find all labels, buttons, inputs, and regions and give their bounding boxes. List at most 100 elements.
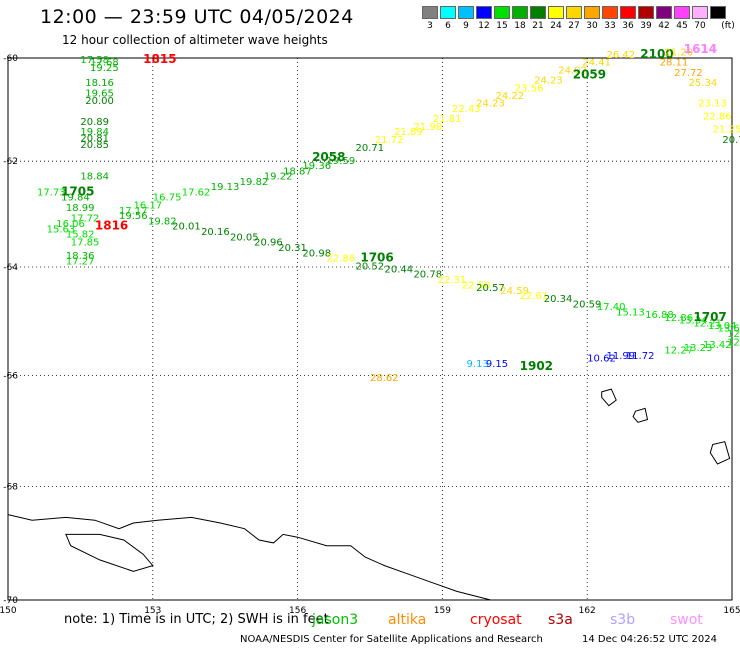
- wave-height-value: 18.16: [85, 78, 114, 89]
- colorbar-swatch: [530, 6, 546, 19]
- wave-height-value: 17.17: [119, 206, 148, 217]
- wave-height-value: 12.27: [664, 346, 693, 357]
- wave-height-value: 24.23: [476, 99, 505, 110]
- wave-height-value: 21.20: [664, 47, 693, 58]
- wave-height-value: 21.89: [394, 127, 423, 138]
- wave-height-value: 18.84: [80, 172, 109, 183]
- colorbar-label: 6: [445, 21, 451, 31]
- satellite-legend-item: swot: [670, 612, 703, 628]
- lat-tick-label: -66: [3, 371, 18, 381]
- wave-height-value: 20.00: [85, 96, 114, 107]
- wave-height-value: 28.11: [660, 58, 689, 69]
- colorbar-swatch: [620, 6, 636, 19]
- island-outline: [709, 441, 731, 465]
- satellite-legend-item: s3a: [548, 612, 573, 628]
- pass-time-label: 1705: [61, 184, 94, 198]
- satellite-legend-item: jason3: [312, 612, 359, 628]
- wave-height-value: 19.25: [90, 63, 119, 74]
- wave-height-value: 20.31: [278, 243, 307, 254]
- wave-height-value: 17.73: [37, 187, 66, 198]
- wave-height-value: 19.84: [61, 193, 90, 204]
- island-outline: [601, 388, 617, 407]
- colorbar-swatch: [674, 6, 690, 19]
- wave-height-value: 20.01: [172, 222, 201, 233]
- colorbar-label: 45: [676, 21, 688, 31]
- wave-height-value: 21.81: [433, 114, 462, 125]
- wave-height-value: 24.02: [558, 65, 587, 76]
- wave-height-value: 13.66: [718, 324, 740, 335]
- colorbar-label: 24: [550, 21, 562, 31]
- wave-height-value: 19.59: [327, 156, 356, 167]
- wave-height-value: 12.16: [727, 337, 740, 348]
- wave-height-value: 22.50: [462, 280, 491, 291]
- satellite-legend-item: s3b: [610, 612, 636, 628]
- wave-height-value: 24.41: [582, 58, 611, 69]
- lon-tick-label: 150: [0, 606, 17, 616]
- satellite-legend-item: cryosat: [470, 612, 522, 628]
- lat-tick-label: -60: [3, 54, 18, 64]
- lon-tick-label: 165: [723, 606, 740, 616]
- pass-time-label: 2100: [640, 47, 673, 61]
- wave-height-value: 20.16: [201, 227, 230, 238]
- wave-height-value: 23.56: [515, 83, 544, 94]
- wave-height-value: 18.36: [66, 251, 95, 262]
- colorbar-swatch: [476, 6, 492, 19]
- lon-tick-label: 156: [289, 606, 306, 616]
- wave-height-value: 16.06: [56, 219, 85, 230]
- wave-height-value: 22.61: [520, 291, 549, 302]
- wave-height-value: 24.22: [495, 91, 524, 102]
- wave-height-value: 20.81: [80, 133, 109, 144]
- wave-height-value: 17.85: [71, 238, 100, 249]
- page-subtitle: 12 hour collection of altimeter wave hei…: [62, 33, 328, 47]
- coastline: [7, 514, 491, 601]
- wave-height-value: 20.59: [573, 299, 602, 310]
- wave-height-value: 18.99: [66, 203, 95, 214]
- wave-height-value: 20.89: [80, 117, 109, 128]
- colorbar-swatch: [440, 6, 456, 19]
- colorbar-swatch: [512, 6, 528, 19]
- wave-height-value: 22.86: [327, 254, 356, 265]
- wave-height-value: 12.21: [693, 318, 722, 329]
- wave-height-value: 16.75: [153, 193, 182, 204]
- wave-height-value: 25.34: [689, 78, 718, 89]
- wave-height-value: 9.15: [486, 359, 508, 370]
- lat-tick-label: -70: [3, 596, 18, 606]
- wave-height-value: 20.96: [254, 238, 283, 249]
- pass-time-label: 2058: [312, 150, 345, 164]
- credit-text: NOAA/NESDIS Center for Satellite Applica…: [240, 634, 543, 645]
- wave-height-value: 22.86: [703, 112, 732, 123]
- wave-height-value: 20.52: [356, 262, 385, 273]
- wave-height-value: 17.58: [80, 55, 109, 66]
- wave-height-value: 28.62: [370, 373, 399, 384]
- wave-height-value: 13.42: [703, 340, 732, 351]
- wave-height-value: 27.72: [674, 68, 703, 79]
- colorbar-swatch: [458, 6, 474, 19]
- wave-height-value: 20.34: [544, 294, 573, 305]
- colorbar-swatch: [710, 6, 726, 19]
- wave-height-value: 19.82: [240, 177, 269, 188]
- wave-height-value: 17.40: [597, 302, 626, 313]
- wave-height-value: 19.22: [264, 172, 293, 183]
- wave-height-value: 19.82: [148, 216, 177, 227]
- colorbar-swatch: [422, 6, 438, 19]
- wave-height-value: 10.62: [587, 354, 616, 365]
- footer-note: note: 1) Time is in UTC; 2) SWH is in fe…: [64, 612, 329, 627]
- wave-height-value: 13.23: [684, 343, 713, 354]
- colorbar-swatch: [584, 6, 600, 19]
- lat-tick-label: -68: [3, 482, 18, 492]
- lon-tick-label: 162: [579, 606, 596, 616]
- colorbar-swatch: [602, 6, 618, 19]
- wave-height-value: 17.68: [90, 58, 119, 69]
- colorbar-label: 15: [496, 21, 508, 31]
- pass-time-label: 1707: [693, 310, 726, 324]
- wave-height-value: 19.36: [302, 161, 331, 172]
- wave-height-value: 20.98: [302, 248, 331, 259]
- satellite-legend-item: altika: [388, 612, 427, 628]
- wave-height-value: 24.23: [534, 76, 563, 87]
- lon-tick-label: 153: [144, 606, 161, 616]
- wave-height-value: 24.59: [500, 286, 529, 297]
- pass-time-label: 1816: [95, 219, 128, 233]
- wave-height-value: 9.13: [467, 359, 489, 370]
- lon-tick-label: 159: [434, 606, 451, 616]
